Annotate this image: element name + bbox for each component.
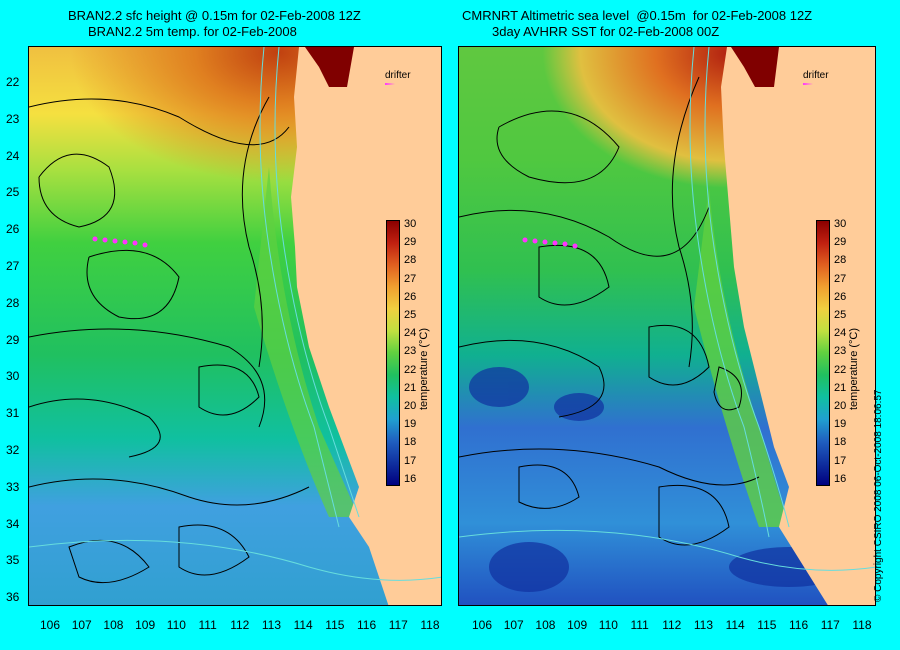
longitude-tick-label: 116 — [789, 618, 809, 632]
colorbar-tick-label: 21 — [834, 381, 847, 394]
drifter-track-right — [522, 237, 578, 249]
colorbar-tick-label: 22 — [834, 363, 847, 376]
longitude-tick-label: 116 — [357, 618, 377, 632]
longitude-tick-label: 110 — [166, 618, 186, 632]
colorbar-tick-label: 16 — [834, 472, 847, 485]
sea-level-contours — [29, 96, 310, 584]
colorbar-right — [816, 220, 830, 486]
colorbar-left — [386, 220, 400, 486]
longitude-tick-label: 114 — [293, 618, 313, 632]
longitude-tick-label: 107 — [503, 618, 524, 632]
drifter-legend-left: drifter — [385, 70, 411, 81]
colorbar-title-left: temperature (°C) — [418, 327, 430, 410]
bathymetry-lines — [29, 47, 441, 581]
latitude-tick-label: 26 — [6, 222, 20, 237]
bathymetry-lines-right — [459, 47, 875, 571]
longitude-tick-label: 109 — [135, 618, 156, 632]
land-mass — [291, 47, 441, 605]
colorbar-tick-label: 20 — [404, 400, 417, 412]
longitude-tick-label: 117 — [820, 618, 840, 632]
colorbar-tick-label: 17 — [834, 454, 847, 467]
latitude-tick-label: 30 — [6, 369, 20, 384]
land-mass-right — [721, 47, 875, 605]
longitude-tick-label: 107 — [71, 618, 92, 632]
latitude-tick-label: 24 — [6, 148, 20, 163]
longitude-tick-label: 114 — [725, 618, 745, 632]
longitude-tick-label: 115 — [325, 618, 345, 632]
colorbar-tick-label: 20 — [834, 400, 847, 412]
colorbar-tick-label: 18 — [834, 436, 847, 449]
colorbar-tick-label: 24 — [834, 327, 847, 340]
drifter-legend-right: drifter — [803, 70, 829, 81]
latitude-tick-label: 25 — [6, 185, 20, 200]
right-panel-title-line1: CMRNRT Altimetric sea level @0.15m for 0… — [462, 8, 813, 23]
longitude-tick-label: 113 — [261, 618, 282, 632]
colorbar-tick-label: 28 — [404, 254, 417, 267]
land-dark-region-right — [731, 47, 779, 87]
latitude-tick-label: 22 — [6, 75, 20, 89]
colorbar-tick-label: 26 — [404, 290, 417, 303]
longitude-tick-label: 112 — [662, 618, 682, 632]
colorbar-tick-label: 28 — [834, 254, 847, 267]
right-map-panel[interactable]: drifter — [458, 46, 876, 606]
longitude-tick-label: 112 — [230, 618, 250, 632]
longitude-tick-label: 106 — [40, 618, 61, 632]
colorbar-tick-label: 30 — [404, 218, 417, 230]
longitude-tick-label: 111 — [630, 618, 649, 632]
colorbar-tick-label: 23 — [404, 345, 417, 358]
colorbar-tick-label: 29 — [834, 236, 847, 249]
colorbar-tick-label: 30 — [834, 218, 847, 230]
colorbar-tick-label: 17 — [404, 454, 417, 467]
coastal-current — [254, 167, 359, 517]
latitude-tick-label: 35 — [6, 553, 20, 568]
colorbar-tick-label: 19 — [404, 418, 417, 431]
longitude-tick-label: 113 — [693, 618, 714, 632]
colorbar-tick-label: 22 — [404, 363, 417, 376]
colorbar-tick-label: 25 — [834, 309, 847, 321]
longitude-tick-label: 115 — [757, 618, 777, 632]
colorbar-tick-label: 23 — [834, 345, 847, 358]
latitude-tick-label: 23 — [6, 111, 20, 126]
colorbar-tick-label: 16 — [404, 472, 417, 485]
latitude-tick-label: 32 — [6, 443, 20, 457]
drifter-legend-arrow-left — [385, 83, 395, 85]
longitude-tick-label: 108 — [103, 618, 124, 632]
colorbar-tick-label: 27 — [834, 272, 847, 285]
latitude-tick-label: 29 — [6, 332, 20, 347]
longitude-tick-label: 117 — [388, 618, 408, 632]
left-panel-title-line1: BRAN2.2 sfc height @ 0.15m for 02-Feb-20… — [68, 8, 361, 23]
longitude-tick-label: 118 — [420, 618, 440, 632]
right-map-svg: drifter — [459, 47, 875, 605]
land-dark-region — [305, 47, 354, 87]
longitude-tick-label: 110 — [598, 618, 618, 632]
copyright-notice: © Copyright CSIRO 2008 06-Oct-2008 18:06… — [873, 389, 884, 603]
right-panel-title-line2: 3day AVHRR SST for 02-Feb-2008 00Z — [492, 24, 720, 39]
sea-level-contours-right — [459, 76, 760, 546]
latitude-tick-label: 31 — [6, 406, 20, 421]
latitude-tick-label: 33 — [6, 479, 20, 494]
latitude-tick-label: 36 — [6, 590, 20, 605]
longitude-tick-label: 106 — [472, 618, 493, 632]
drifter-legend-arrow-right — [803, 83, 813, 85]
colorbar-tick-label: 18 — [404, 436, 417, 449]
colorbar-tick-label: 26 — [834, 290, 847, 303]
colorbar-tick-label: 29 — [404, 236, 417, 249]
left-map-svg: drifter — [29, 47, 441, 605]
colorbar-tick-label: 19 — [834, 418, 847, 431]
latitude-tick-label: 34 — [6, 516, 20, 531]
longitude-tick-label: 118 — [852, 618, 872, 632]
colorbar-tick-label: 25 — [404, 309, 417, 321]
longitude-tick-label: 108 — [535, 618, 556, 632]
colorbar-tick-label: 21 — [404, 381, 417, 394]
longitude-tick-label: 109 — [567, 618, 588, 632]
latitude-tick-label: 27 — [6, 259, 20, 273]
left-map-panel[interactable]: drifter — [28, 46, 442, 606]
latitude-tick-label: 28 — [6, 295, 20, 310]
longitude-tick-label: 111 — [198, 618, 217, 632]
colorbar-title-right: temperature (°C) — [848, 327, 860, 410]
colorbar-tick-label: 24 — [404, 327, 417, 340]
drifter-track-left — [92, 236, 148, 248]
colorbar-tick-label: 27 — [404, 272, 417, 285]
left-panel-title-line2: BRAN2.2 5m temp. for 02-Feb-2008 — [88, 24, 297, 39]
